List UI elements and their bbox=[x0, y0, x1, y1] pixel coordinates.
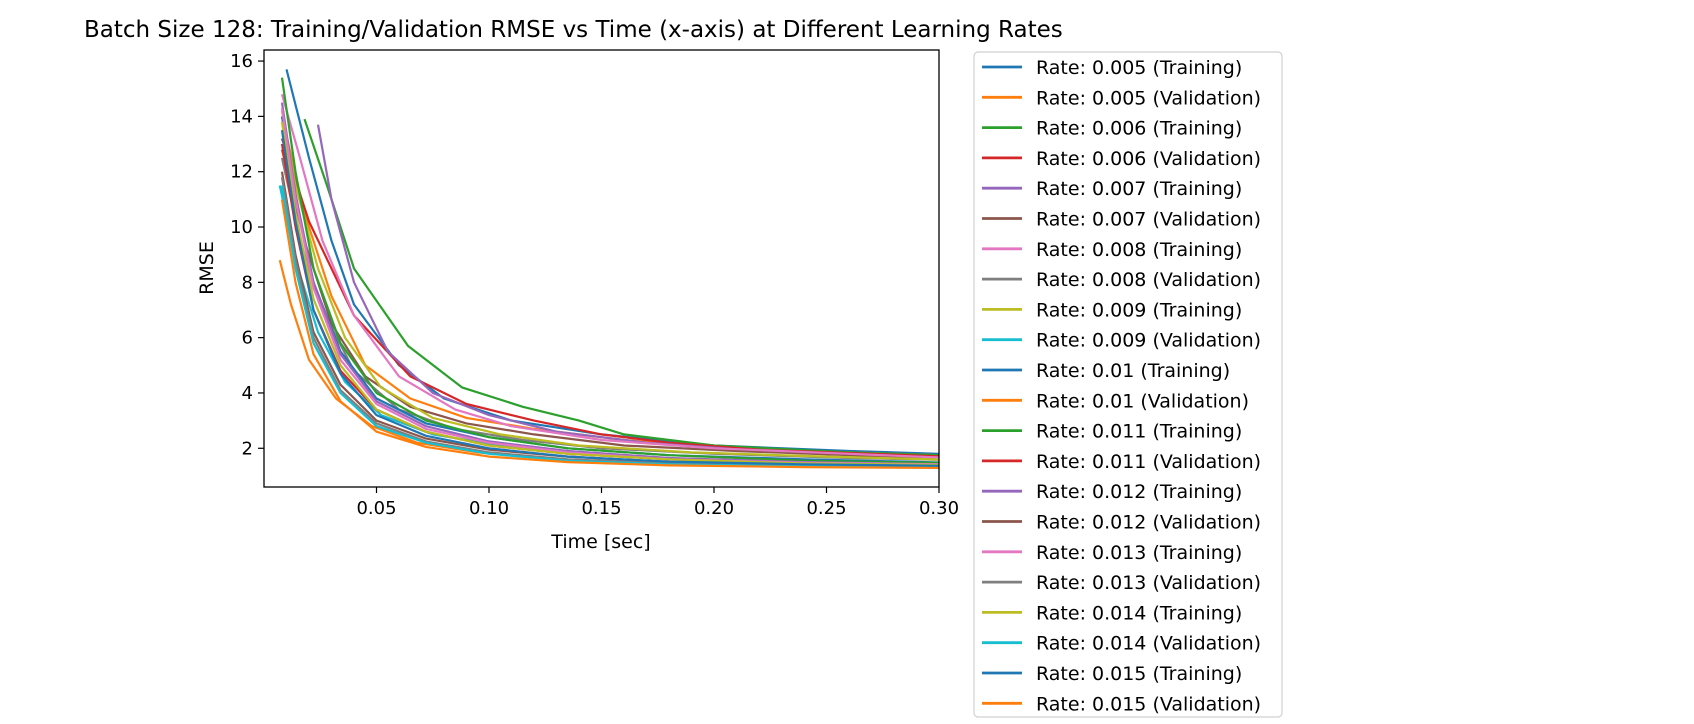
series-line-12 bbox=[280, 77, 939, 464]
legend-label-14: Rate: 0.012 (Training) bbox=[1036, 481, 1242, 503]
legend-label-18: Rate: 0.014 (Training) bbox=[1036, 602, 1242, 624]
series-line-16 bbox=[280, 107, 939, 466]
legend-label-3: Rate: 0.006 (Validation) bbox=[1036, 148, 1261, 170]
series-line-20 bbox=[280, 130, 939, 467]
y-tick-label-0: 2 bbox=[242, 438, 253, 459]
legend-label-7: Rate: 0.008 (Validation) bbox=[1036, 269, 1261, 291]
y-tick-label-5: 12 bbox=[230, 162, 253, 183]
y-tick-label-3: 8 bbox=[242, 272, 253, 293]
series-line-8 bbox=[280, 110, 939, 461]
legend-label-15: Rate: 0.012 (Validation) bbox=[1036, 512, 1261, 534]
legend-label-12: Rate: 0.011 (Training) bbox=[1036, 421, 1242, 443]
legend-label-4: Rate: 0.007 (Training) bbox=[1036, 178, 1242, 200]
series-line-21 bbox=[280, 199, 939, 470]
y-axis-label: RMSE bbox=[196, 241, 218, 295]
legend-label-13: Rate: 0.011 (Validation) bbox=[1036, 451, 1261, 473]
series-lines bbox=[278, 69, 939, 470]
legend-label-2: Rate: 0.006 (Training) bbox=[1036, 118, 1242, 140]
legend: Rate: 0.005 (Training) Rate: 0.005 (Valid… bbox=[973, 51, 1283, 718]
x-tick-label-5: 0.30 bbox=[919, 498, 959, 519]
y-tick-label-6: 14 bbox=[230, 106, 253, 127]
y-tick-label-7: 16 bbox=[230, 51, 253, 72]
series-line-6 bbox=[280, 94, 939, 459]
series-line-5 bbox=[280, 149, 939, 460]
series-line-0 bbox=[285, 69, 939, 455]
x-tick-label-2: 0.15 bbox=[581, 498, 621, 519]
y-tick-label-1: 4 bbox=[242, 383, 253, 404]
legend-label-9: Rate: 0.009 (Validation) bbox=[1036, 330, 1261, 352]
legend-label-8: Rate: 0.009 (Training) bbox=[1036, 299, 1242, 321]
series-line-10 bbox=[280, 116, 939, 464]
legend-label-6: Rate: 0.008 (Training) bbox=[1036, 239, 1242, 261]
chart-title: Batch Size 128: Training/Validation RMSE… bbox=[84, 17, 1063, 43]
x-axis-label: Time [sec] bbox=[550, 531, 650, 553]
x-tick-label-1: 0.10 bbox=[469, 498, 509, 519]
series-line-15 bbox=[280, 171, 939, 468]
y-tick-label-2: 6 bbox=[242, 328, 253, 349]
x-tick-label-4: 0.25 bbox=[806, 498, 846, 519]
x-tick-label-0: 0.05 bbox=[356, 498, 396, 519]
legend-label-17: Rate: 0.013 (Validation) bbox=[1036, 572, 1261, 594]
y-tick-label-4: 10 bbox=[230, 217, 253, 238]
x-tick-label-3: 0.20 bbox=[694, 498, 734, 519]
legend-label-1: Rate: 0.005 (Validation) bbox=[1036, 87, 1261, 109]
legend-label-16: Rate: 0.013 (Training) bbox=[1036, 542, 1242, 564]
legend-label-21: Rate: 0.015 (Validation) bbox=[1036, 693, 1261, 715]
y-axis-ticks: 2 4 6 8 10 12 14 16 bbox=[230, 51, 264, 459]
legend-label-20: Rate: 0.015 (Training) bbox=[1036, 663, 1242, 685]
series-line-2 bbox=[303, 118, 939, 457]
legend-label-0: Rate: 0.005 (Training) bbox=[1036, 57, 1242, 79]
legend-label-11: Rate: 0.01 (Validation) bbox=[1036, 390, 1249, 412]
legend-label-5: Rate: 0.007 (Validation) bbox=[1036, 209, 1261, 231]
legend-frame bbox=[973, 51, 1283, 718]
legend-label-10: Rate: 0.01 (Training) bbox=[1036, 360, 1230, 382]
x-axis-ticks: 0.05 0.10 0.15 0.20 0.25 0.30 bbox=[356, 487, 959, 519]
legend-label-19: Rate: 0.014 (Validation) bbox=[1036, 633, 1261, 655]
series-line-18 bbox=[280, 121, 939, 467]
